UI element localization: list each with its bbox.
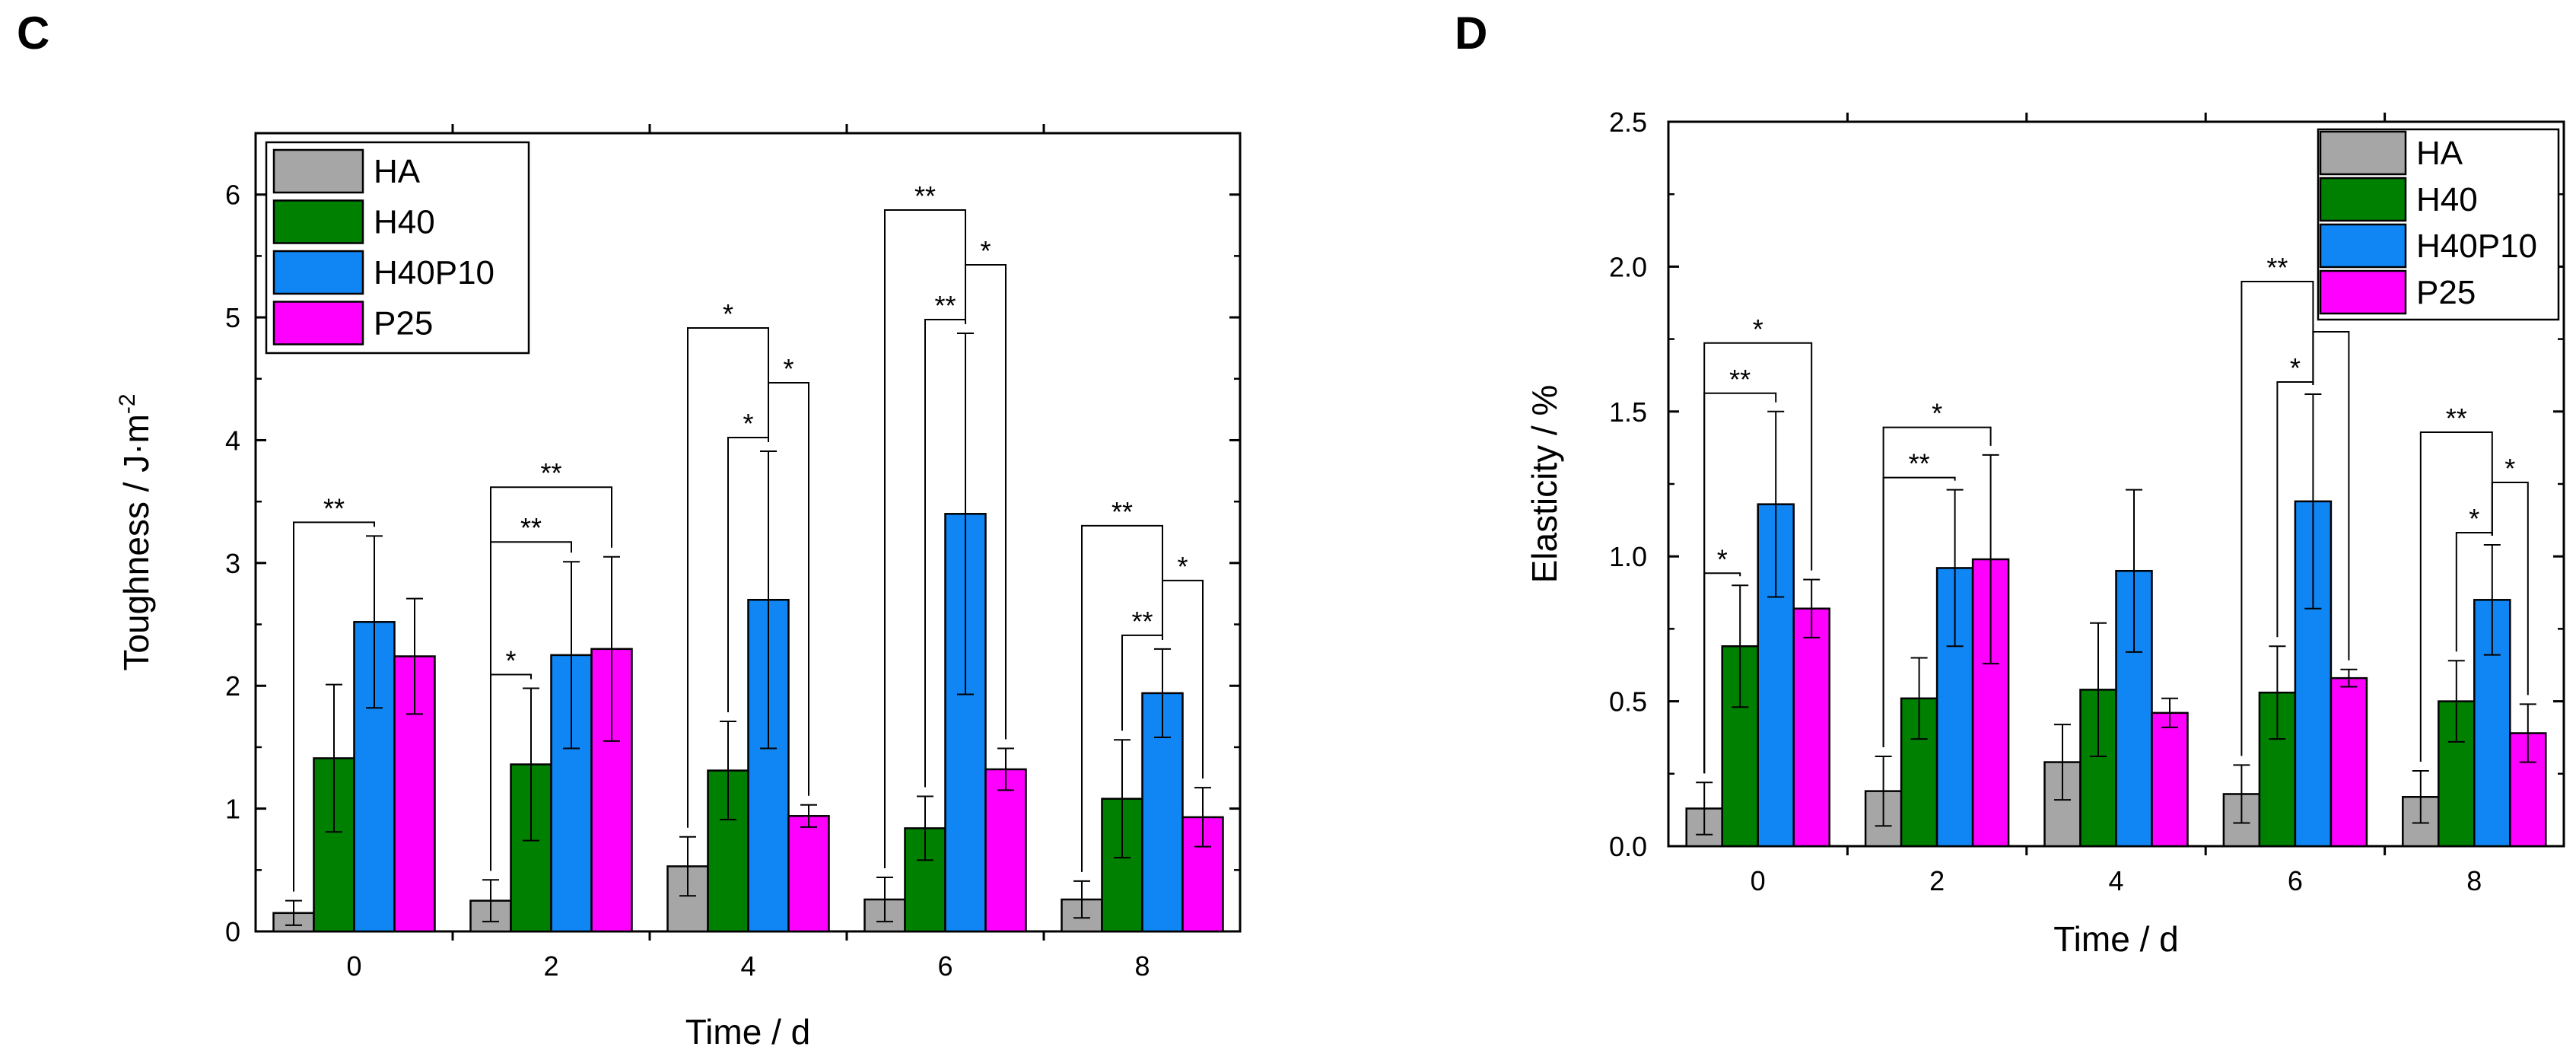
- y-tick-label: 2.5: [1609, 107, 1647, 138]
- legend-swatch-h40p10: [272, 250, 364, 295]
- significance-bracket: [1882, 426, 1992, 747]
- y-axis-label: Toughness / J·m-2: [115, 393, 156, 670]
- y-tick-label: 2: [225, 670, 240, 702]
- x-tick-label: 0: [1751, 865, 1766, 896]
- legend-swatch-h40: [272, 199, 364, 244]
- y-tick-label: 3: [225, 548, 240, 579]
- y-axis-label-superscript: -2: [115, 393, 140, 414]
- significance-label: **: [1909, 448, 1930, 479]
- y-tick-label: 2.0: [1609, 251, 1647, 282]
- significance-label: **: [1131, 606, 1153, 637]
- significance-label: *: [2290, 352, 2301, 384]
- legend-swatch-h40: [2319, 177, 2407, 222]
- significance-label: *: [2469, 503, 2479, 534]
- x-tick-label: 4: [740, 950, 755, 982]
- significance-label: *: [2504, 453, 2515, 484]
- legend-swatch-ha: [2319, 130, 2407, 176]
- x-tick-label: 8: [1134, 950, 1150, 982]
- significance-label: *: [1753, 314, 1763, 345]
- bar-p25-4: [787, 815, 830, 933]
- legend-swatch-h40p10: [2319, 223, 2407, 269]
- x-tick-label: 4: [2108, 865, 2123, 896]
- y-tick-label: 4: [225, 425, 240, 456]
- panel-d-letter: D: [1455, 8, 1487, 59]
- legend-label-p25: P25: [2416, 274, 2476, 311]
- bar-p25-4: [2151, 711, 2189, 848]
- significance-label: *: [1717, 543, 1728, 575]
- y-axis-label: Elasticity / %: [1525, 385, 1564, 584]
- significance-bracket: [1081, 524, 1163, 872]
- legend-swatch-ha: [272, 148, 364, 194]
- significance-label: **: [2446, 403, 2467, 434]
- legend-label-p25: P25: [374, 305, 433, 342]
- y-tick-label: 0.0: [1609, 831, 1647, 862]
- legend-swatch-p25: [2319, 269, 2407, 315]
- significance-label: *: [1177, 551, 1188, 582]
- y-tick-label: 1.0: [1609, 541, 1647, 572]
- y-tick-label: 1.5: [1609, 396, 1647, 428]
- legend-label-ha: HA: [2416, 135, 2463, 172]
- x-tick-label: 2: [543, 950, 558, 982]
- significance-label: **: [520, 512, 542, 543]
- bar-p25-6: [984, 768, 1027, 933]
- bar-p25-0: [1792, 607, 1830, 848]
- y-axis-label-main: Toughness / J: [116, 455, 156, 671]
- x-axis-label: Time / d: [685, 1012, 810, 1052]
- significance-bracket: [293, 521, 375, 892]
- bar-h40p10-4: [2115, 569, 2153, 848]
- legend-label-h40: H40: [374, 204, 435, 241]
- y-tick-label: 0: [225, 916, 240, 947]
- significance-label: **: [323, 492, 345, 524]
- x-tick-label: 2: [1929, 865, 1945, 896]
- panel-c-letter: C: [17, 8, 49, 59]
- significance-bracket: [2419, 431, 2493, 762]
- bar-h40p10-0: [1757, 503, 1795, 848]
- y-tick-label: 5: [225, 302, 240, 333]
- significance-label: *: [783, 353, 793, 384]
- significance-label: **: [934, 290, 956, 321]
- significance-label: **: [2266, 252, 2288, 283]
- panel-d: D 0.00.51.01.52.02.502468***************…: [1455, 8, 2565, 959]
- bar-p25-6: [2330, 676, 2368, 848]
- y-tick-label: 6: [225, 180, 240, 211]
- y-axis-label-unit: m: [116, 414, 156, 443]
- significance-label: *: [980, 235, 991, 266]
- legend-label-h40: H40: [2416, 181, 2478, 218]
- x-axis-label: Time / d: [2053, 919, 2178, 959]
- significance-bracket: [1703, 342, 1813, 774]
- significance-label: *: [723, 298, 733, 329]
- bar-p25-0: [393, 655, 436, 933]
- significance-label: **: [914, 180, 936, 212]
- significance-bracket: [2240, 280, 2314, 756]
- legend-label-h40p10: H40P10: [2416, 228, 2537, 265]
- significance-bracket: [884, 209, 966, 868]
- significance-label: **: [1111, 496, 1133, 527]
- x-tick-label: 6: [937, 950, 952, 982]
- significance-label: *: [505, 645, 516, 676]
- x-tick-label: 6: [2288, 865, 2303, 896]
- y-axis-label-dot: ·: [116, 443, 156, 454]
- legend-swatch-p25: [272, 301, 364, 345]
- significance-label: **: [540, 457, 561, 489]
- x-tick-label: 0: [346, 950, 361, 982]
- significance-label: *: [1932, 398, 1942, 429]
- legend-label-ha: HA: [374, 153, 421, 190]
- legend-label-h40p10: H40P10: [374, 254, 495, 291]
- y-tick-label: 1: [225, 794, 240, 825]
- x-tick-label: 8: [2466, 865, 2482, 896]
- significance-label: **: [1729, 364, 1751, 395]
- significance-label: *: [743, 408, 753, 439]
- significance-bracket: [490, 486, 612, 871]
- significance-bracket: [687, 326, 769, 828]
- y-tick-label: 0.5: [1609, 686, 1647, 718]
